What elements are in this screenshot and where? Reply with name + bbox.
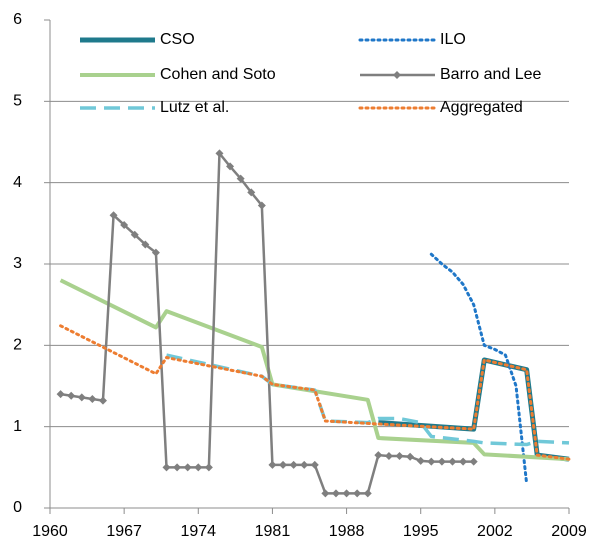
marker [194,463,203,472]
marker [459,457,468,466]
marker [342,489,351,498]
legend-label: Cohen and Soto [160,66,276,83]
marker [279,460,288,469]
y-tick-label: 1 [13,418,22,435]
marker [268,460,277,469]
marker [257,201,266,210]
marker [353,489,362,498]
marker [416,456,425,465]
series-line [429,252,529,486]
marker [109,211,118,220]
marker [395,451,404,460]
x-tick-label: 1981 [255,523,291,540]
legend-label: CSO [160,31,195,48]
marker [88,395,97,404]
marker [236,174,245,183]
marker [374,451,383,460]
y-tick-label: 3 [13,255,22,272]
x-tick-label: 2009 [551,523,587,540]
marker [120,220,129,229]
legend-label: Aggregated [440,99,523,116]
y-tick-label: 0 [13,499,22,516]
marker [363,489,372,498]
marker [437,457,446,466]
marker [162,463,171,472]
legend-label: Barro and Lee [440,66,542,83]
marker [406,452,415,461]
marker [300,460,309,469]
x-tick-label: 1988 [329,523,365,540]
series-line [60,152,474,495]
marker [448,457,457,466]
marker [204,463,213,472]
y-tick-label: 6 [13,11,22,28]
marker [226,162,235,171]
marker [384,451,393,460]
marker [130,230,139,239]
marker [141,240,150,249]
marker [289,460,298,469]
series-line [59,278,570,462]
series-line [59,324,571,461]
marker [247,188,256,197]
marker [67,391,76,400]
x-tick-label: 2002 [477,523,513,540]
marker [151,248,160,257]
x-tick-label: 1960 [32,523,68,540]
legend-label: Lutz et al. [160,99,229,116]
x-tick-label: 1995 [403,523,439,540]
marker [310,460,319,469]
marker [331,489,340,498]
y-tick-label: 5 [13,93,22,110]
x-tick-label: 1974 [180,523,216,540]
marker [77,393,86,402]
legend-marker [393,71,401,79]
legend-label: ILO [440,31,466,48]
marker [173,463,182,472]
marker [183,463,192,472]
marker [215,149,224,158]
x-tick-label: 1967 [106,523,142,540]
marker [427,457,436,466]
marker [98,396,107,405]
y-tick-label: 2 [13,337,22,354]
marker [469,457,478,466]
marker [321,489,330,498]
y-tick-label: 4 [13,174,22,191]
marker [56,390,65,399]
